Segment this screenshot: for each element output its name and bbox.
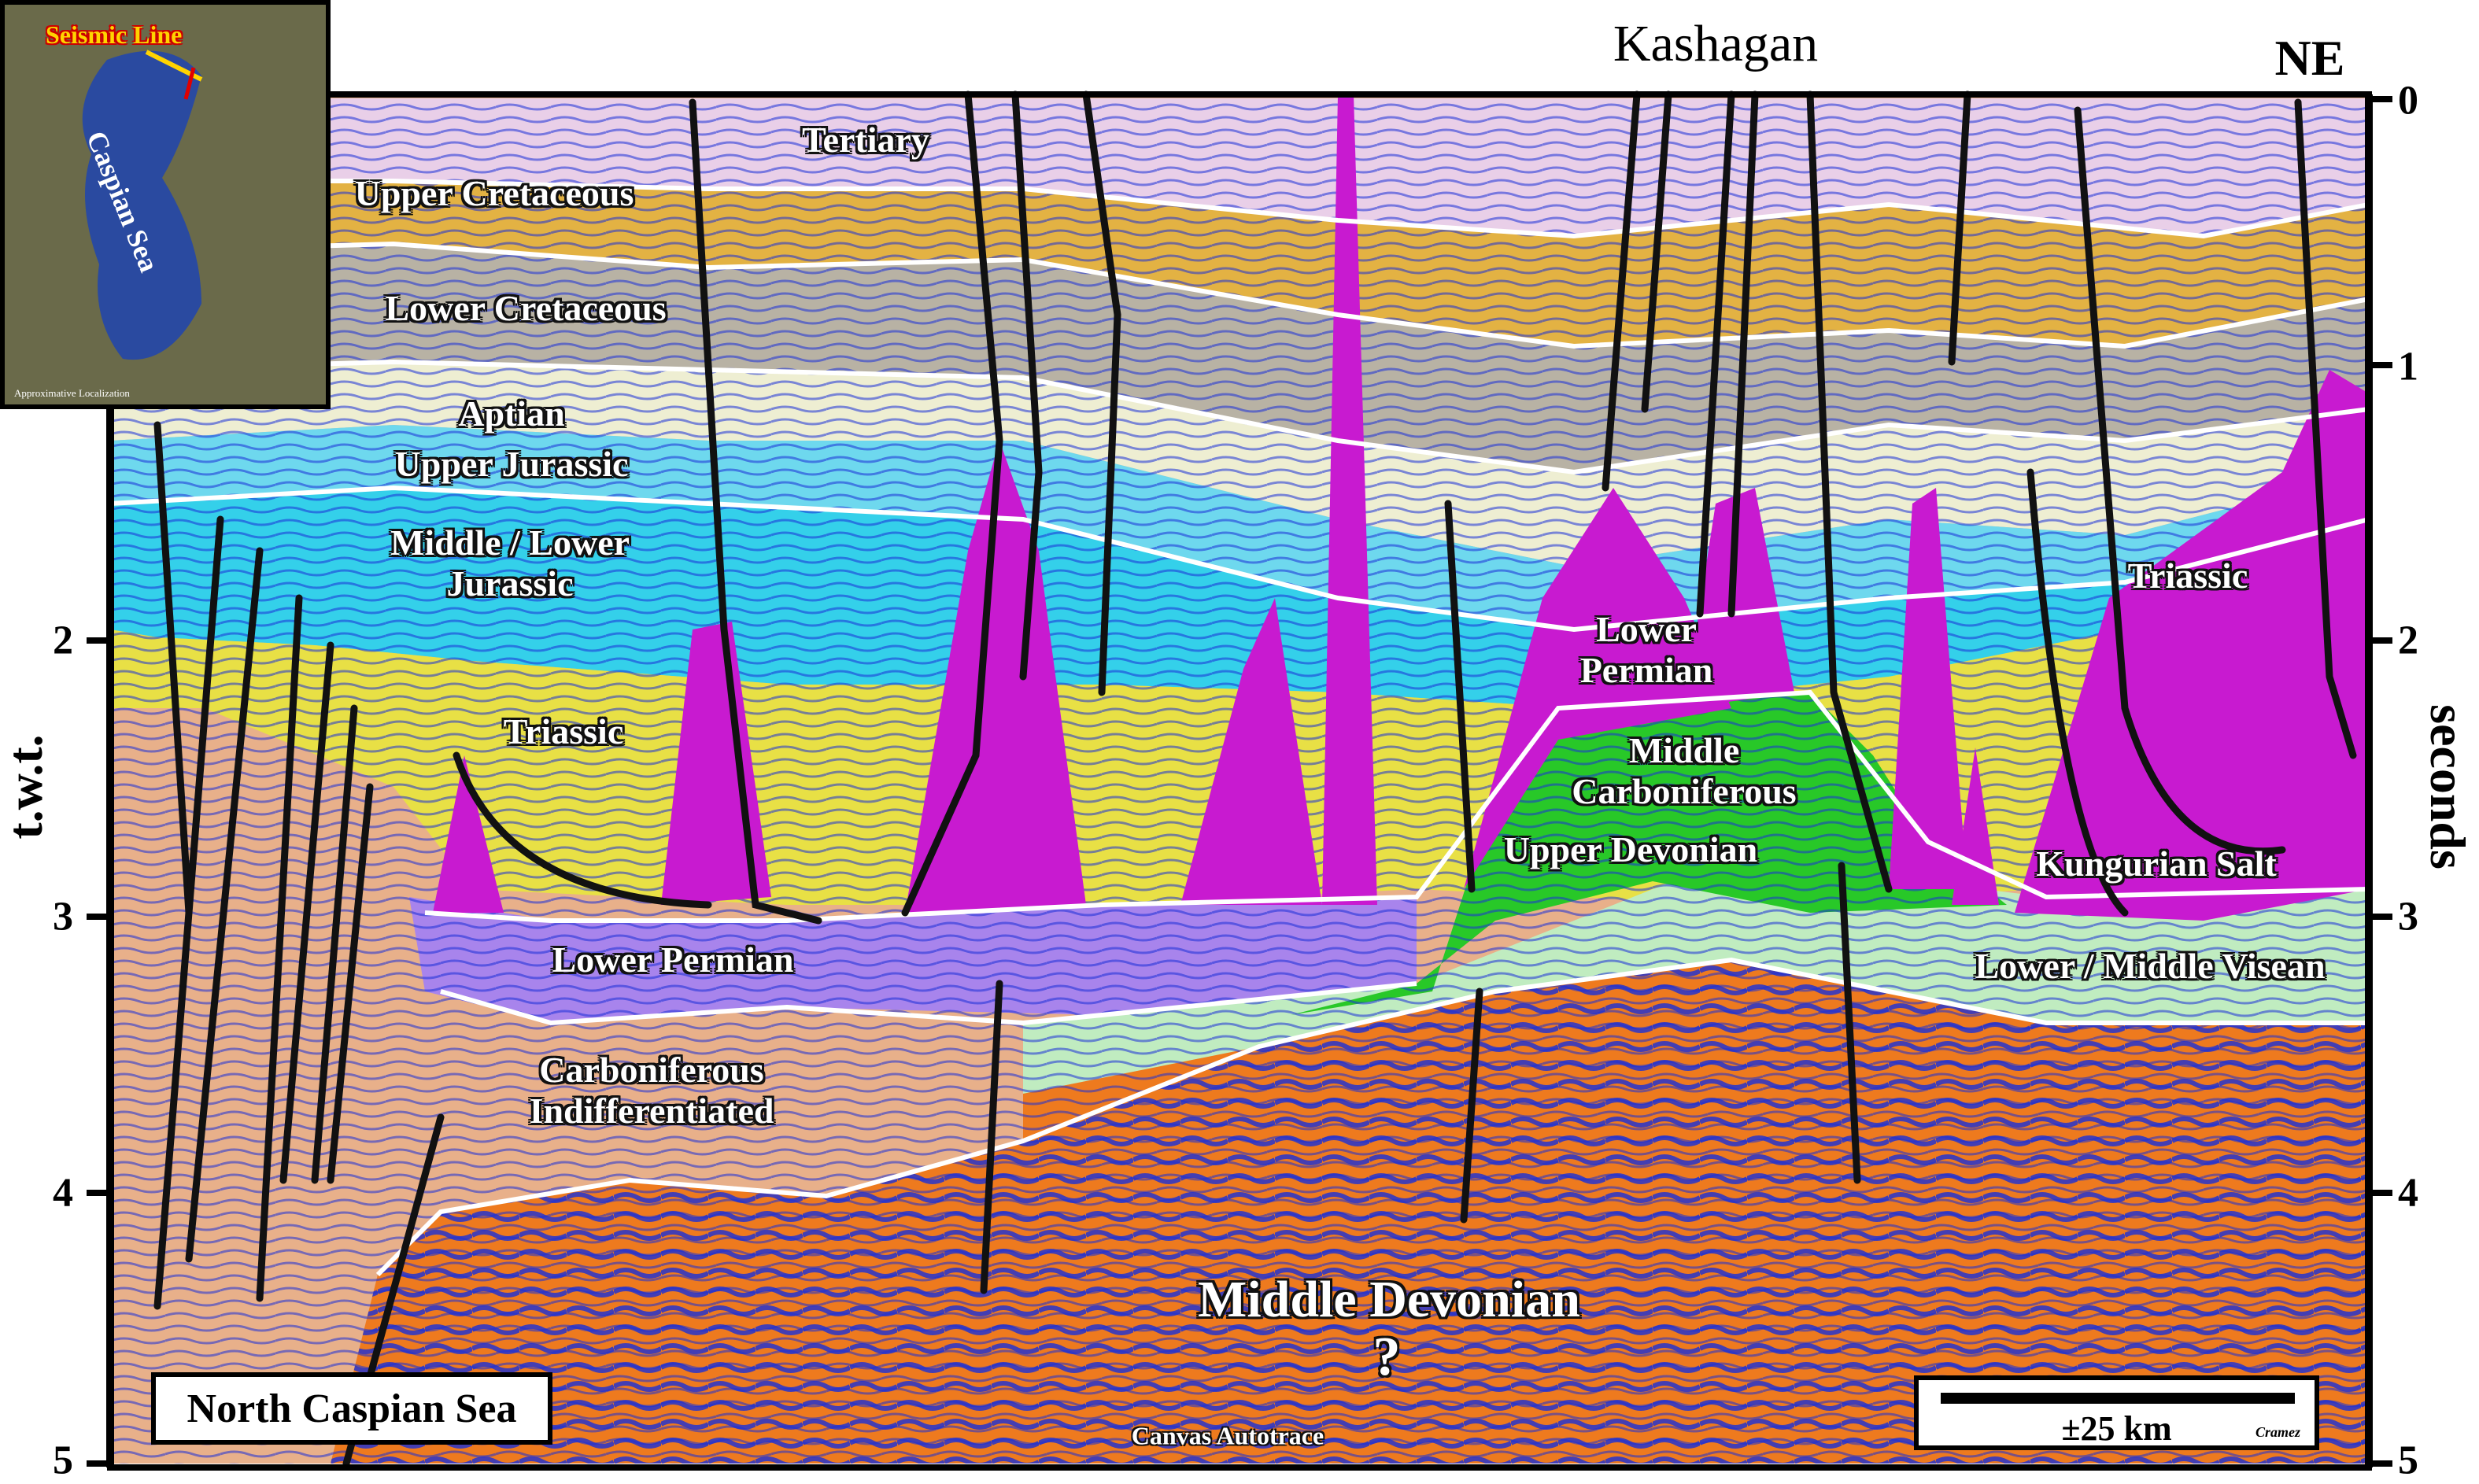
inset-map-image: [5, 5, 326, 404]
left-tick-label: 3: [53, 894, 73, 939]
salt-diapirs: [433, 94, 2369, 921]
right-tick-label: 2: [2398, 618, 2418, 663]
left-tick-label: 2: [53, 618, 73, 663]
right-tick-label: 4: [2398, 1170, 2418, 1216]
left-axis-title: t.w.t.: [0, 734, 53, 840]
location-box: North Caspian Sea: [151, 1372, 552, 1445]
right-axis-title: seconds: [2420, 704, 2476, 869]
left-tick-label: 4: [53, 1170, 73, 1216]
label-kungurian-salt: Kungurian Salt: [2036, 844, 2277, 884]
label-tertiary: Tertiary: [802, 120, 929, 160]
uncertainty-mark: ?: [1373, 1327, 1401, 1387]
right-tick-label: 5: [2398, 1438, 2418, 1483]
label-middle-devonian: Middle Devonian: [1198, 1271, 1580, 1328]
label-triassic-2: Triassic: [2127, 556, 2248, 596]
left-tick-label: 5: [53, 1438, 73, 1483]
label-lower-permian-2: Lower Permian: [1579, 609, 1713, 690]
author-signature: Cramez: [2255, 1424, 2300, 1440]
location-inset-map: Seismic Line Caspian Sea Approximative L…: [0, 0, 331, 409]
label-upper-jurassic: Upper Jurassic: [394, 444, 629, 484]
scale-label: ±25 km: [2061, 1409, 2172, 1448]
right-tick-label: 3: [2398, 894, 2418, 939]
label-aptian: Aptian: [458, 393, 565, 434]
canvas-note: Canvas Autotrace: [1131, 1421, 1324, 1450]
field-title: Kashagan: [1613, 15, 1819, 72]
label-middle-carboniferous: Middle Carboniferous: [1572, 730, 1797, 811]
label-lower-cretaceous: Lower Cretaceous: [385, 288, 667, 328]
label-middle-lower-jurassic: Middle / Lower Jurassic: [390, 522, 630, 604]
label-lower-middle-visean: Lower / Middle Visean: [1975, 946, 2326, 986]
right-tick-label: 1: [2398, 344, 2418, 389]
label-triassic: Triassic: [503, 711, 624, 751]
label-carboniferous-indifferentiated: Carboniferous Indifferentiated: [529, 1050, 774, 1131]
inset-title: Seismic Line: [46, 20, 183, 49]
scale-bar: [1941, 1393, 2295, 1404]
label-upper-cretaceous: Upper Cretaceous: [354, 173, 634, 213]
right-tick-label: 0: [2398, 78, 2418, 124]
scale-bar-box: ±25 km Cramez: [1914, 1375, 2319, 1450]
inset-footer: Approximative Localization: [14, 387, 130, 399]
orientation-label: NE: [2274, 30, 2345, 86]
label-lower-permian: Lower Permian: [552, 939, 794, 980]
label-upper-devonian: Upper Devonian: [1503, 829, 1758, 869]
